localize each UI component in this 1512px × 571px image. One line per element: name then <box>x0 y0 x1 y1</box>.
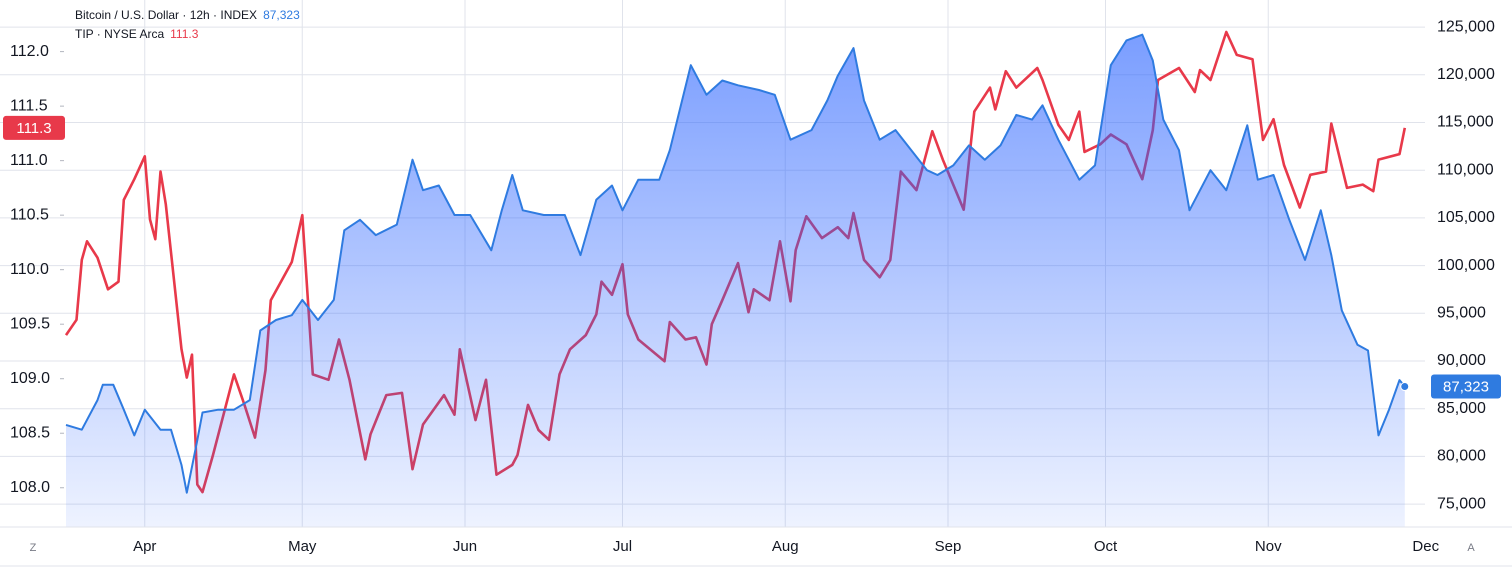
last-value-label: 87,323 <box>1443 379 1489 396</box>
last-point <box>1400 382 1410 392</box>
legend-entry: Bitcoin / U.S. Dollar · 12h · INDEX 87,32… <box>75 8 300 22</box>
last-value-badge <box>1431 374 1501 399</box>
y2-tick-label: 105,000 <box>1437 209 1495 226</box>
area <box>66 34 1405 527</box>
y-tick-label: 108.5 <box>10 424 50 441</box>
line <box>65 33 1406 494</box>
y-tick-label: 109.5 <box>10 315 50 332</box>
x-tick-label: Sep <box>935 538 962 555</box>
y-tick-label: 111.0 <box>10 152 48 169</box>
last-value-label: 111.3 <box>16 120 51 137</box>
x-tick-label: Dec <box>1412 538 1439 555</box>
legend-name: TIP · NYSE Arca <box>75 27 164 41</box>
y-tick-label: 109.0 <box>10 370 50 387</box>
legend: Bitcoin / U.S. Dollar · 12h · INDEX 87,32… <box>75 8 300 41</box>
y-tick-label: 111.5 <box>10 97 48 114</box>
y2-tick-label: 110,000 <box>1437 161 1494 178</box>
x-tick-label: Jul <box>613 538 632 555</box>
axes: Apr May Jun Jul Aug Sep Oct Nov Dec 75,000 80,000 8… <box>3 18 1501 555</box>
y2-tick-label: 85,000 <box>1437 400 1486 417</box>
y2-tick-label: 80,000 <box>1437 448 1486 465</box>
y-tick-label: 110.5 <box>10 206 49 223</box>
y2-tick-label: 100,000 <box>1437 257 1495 274</box>
y2-tick-label: 120,000 <box>1437 66 1495 83</box>
y-tick-label: 112.0 <box>10 43 49 60</box>
x-tick-label: Aug <box>772 538 799 555</box>
y-tick-label: 110.0 <box>10 261 49 278</box>
x-tick-label: Oct <box>1094 538 1118 555</box>
auto-scale-toggle[interactable]: A <box>1467 542 1475 554</box>
zoom-toggle[interactable]: Z <box>30 542 37 554</box>
y2-tick-label: 95,000 <box>1437 305 1486 322</box>
x-tick-label: Nov <box>1255 538 1282 555</box>
x-tick-label: Jun <box>453 538 477 555</box>
legend-value: 111.3 <box>170 27 199 41</box>
y2-tick-label: 75,000 <box>1437 495 1486 512</box>
y2-tick-label: 125,000 <box>1437 18 1495 35</box>
y-tick-label: 108.0 <box>10 479 50 496</box>
y2-tick-label: 115,000 <box>1437 114 1494 131</box>
legend-entry: TIP · NYSE Arca 111.3 <box>75 27 199 41</box>
x-tick-label: May <box>288 538 317 555</box>
x-tick-label: Apr <box>133 538 156 555</box>
y2-tick-label: 90,000 <box>1437 352 1486 369</box>
plot-area <box>64 30 1410 527</box>
legend-value: 87,323 <box>263 8 300 22</box>
legend-name: Bitcoin / U.S. Dollar · 12h · INDEX <box>75 8 257 22</box>
last-value-badge <box>3 115 65 140</box>
